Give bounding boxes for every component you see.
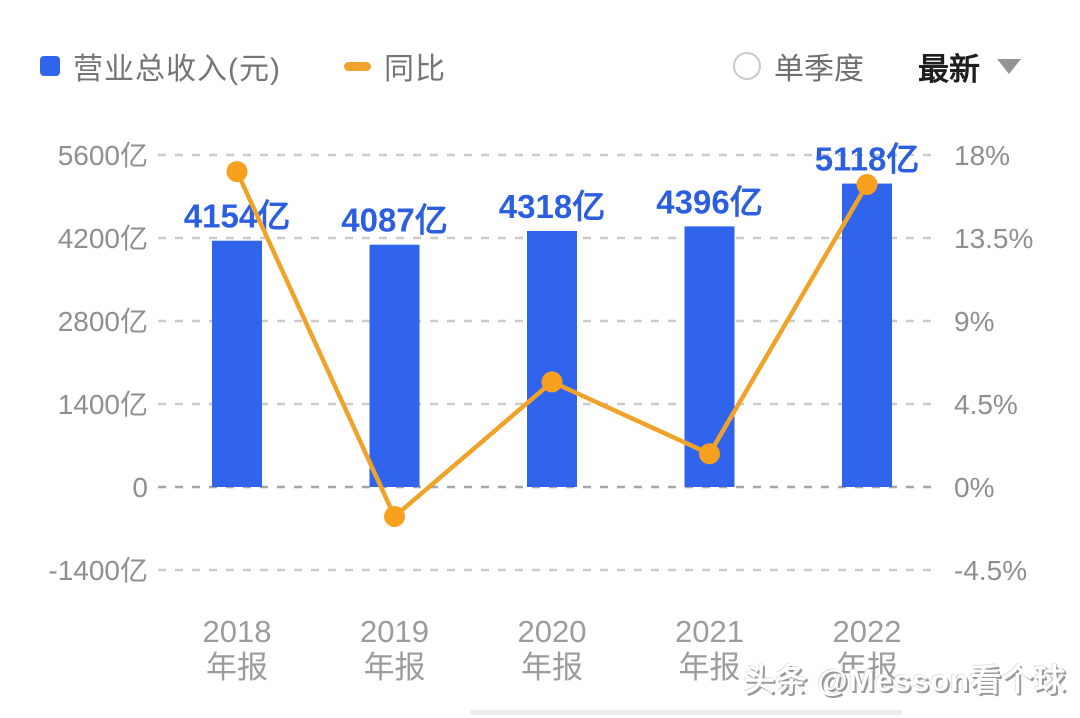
yoy-point-2022[interactable] [856, 174, 878, 196]
chevron-down-icon[interactable] [997, 58, 1021, 74]
radio-circle-icon[interactable] [733, 52, 761, 80]
revenue-swatch-icon [40, 56, 60, 76]
yoy-point-2018[interactable] [226, 161, 248, 183]
y-axis-right-tick: 0% [954, 472, 994, 503]
yoy-point-2021[interactable] [699, 443, 720, 465]
x-axis-label-period: 年报 [679, 650, 741, 685]
legend-revenue-label: 营业总收入(元) [73, 53, 281, 86]
y-axis-left-tick: 1400亿 [58, 389, 148, 420]
y-axis-right-tick: 18% [954, 140, 1010, 171]
x-axis-label-year: 2019 [360, 614, 429, 649]
x-axis-label-period: 年报 [364, 650, 426, 685]
bar-2019[interactable] [369, 244, 420, 487]
bar-value-label: 4154亿 [184, 198, 290, 235]
x-axis-label-year: 2021 [675, 614, 744, 649]
y-axis-left-tick: 5600亿 [58, 140, 148, 171]
bar-2022[interactable] [842, 183, 892, 487]
bar-value-label: 4396亿 [656, 183, 762, 220]
x-axis-label-year: 2022 [833, 614, 902, 649]
x-axis-label-year: 2020 [518, 614, 587, 649]
x-axis-label-period: 年报 [836, 650, 898, 685]
x-axis-label-period: 年报 [206, 650, 268, 685]
legend-item-yoy: 同比 [344, 44, 446, 88]
legend-yoy-label: 同比 [384, 53, 446, 86]
y-axis-left-tick: 4200亿 [58, 223, 148, 254]
y-axis-right-tick: 13.5% [954, 223, 1033, 254]
y-axis-right-tick: -4.5% [954, 555, 1027, 586]
yoy-point-2019[interactable] [384, 506, 405, 528]
single-quarter-label[interactable]: 单季度 [774, 53, 864, 86]
yoy-point-2020[interactable] [541, 371, 563, 393]
bar-value-label: 5118亿 [815, 141, 920, 178]
yoy-swatch-icon [344, 61, 371, 71]
y-axis-left-tick: -1400亿 [48, 555, 148, 586]
y-axis-left-tick: 0 [132, 472, 148, 503]
period-dropdown-value[interactable]: 最新 [918, 51, 980, 87]
bar-2020[interactable] [527, 231, 577, 487]
footer-bar [470, 710, 902, 715]
single-quarter-radio[interactable]: 单季度 [733, 44, 864, 88]
period-dropdown[interactable]: 最新 [918, 44, 1021, 88]
bar-2018[interactable] [212, 240, 262, 487]
x-axis-label-year: 2018 [203, 614, 272, 649]
y-axis-left-tick: 2800亿 [58, 306, 148, 337]
x-axis-label-period: 年报 [521, 650, 583, 685]
bar-value-label: 4318亿 [499, 188, 605, 225]
bar-value-label: 4087亿 [341, 202, 447, 239]
watermark: 头条 @Messon看个球 [743, 663, 1066, 698]
y-axis-right-tick: 9% [954, 306, 994, 337]
legend-item-revenue: 营业总收入(元) [40, 44, 281, 88]
y-axis-right-tick: 4.5% [954, 389, 1018, 420]
